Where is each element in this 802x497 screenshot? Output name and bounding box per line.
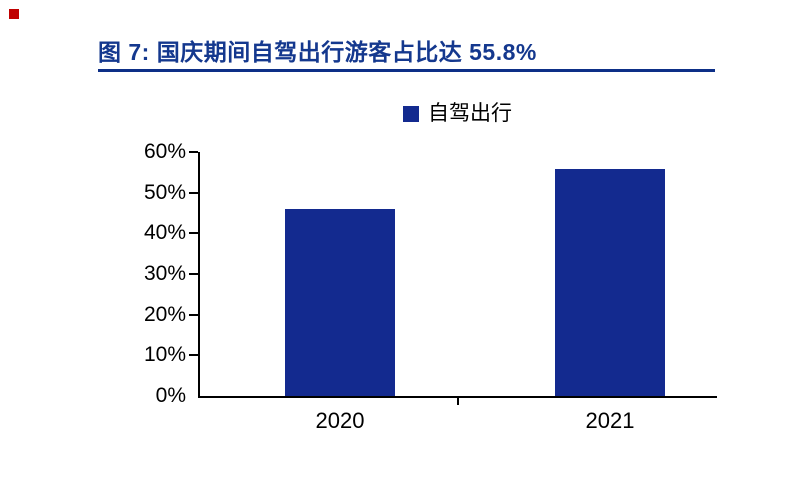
y-axis-tick bbox=[189, 232, 198, 235]
y-axis-tick bbox=[189, 354, 198, 357]
title-underline bbox=[98, 69, 715, 72]
y-axis-tick bbox=[189, 191, 198, 194]
y-axis-tick bbox=[189, 313, 198, 316]
legend-swatch-icon bbox=[403, 105, 419, 122]
plot-area: 0% 10% 20% 30% 40% 50% 60% 2020 2021 bbox=[144, 140, 717, 433]
bar-2021 bbox=[555, 169, 665, 396]
bar-2020 bbox=[285, 209, 395, 396]
y-axis-tick-label: 20% bbox=[143, 302, 186, 326]
figure-title: 图 7: 国庆期间自驾出行游客占比达 55.8% bbox=[98, 39, 537, 65]
y-axis-tick-label: 0% bbox=[155, 384, 186, 407]
legend-label: 自驾出行 bbox=[428, 102, 512, 125]
y-axis-tick-label: 60% bbox=[143, 140, 186, 163]
x-axis-label: 2021 bbox=[585, 408, 635, 433]
section-bullet-icon bbox=[9, 9, 19, 19]
y-axis-tick bbox=[189, 273, 198, 275]
x-axis-label: 2020 bbox=[315, 408, 365, 433]
x-axis-mid-tick bbox=[457, 398, 459, 405]
y-axis-tick-label: 40% bbox=[143, 221, 186, 245]
chart-legend: 自驾出行 bbox=[403, 103, 512, 124]
y-axis-tick-label: 10% bbox=[143, 343, 186, 367]
y-axis-tick-label: 50% bbox=[143, 180, 186, 204]
y-axis-tick bbox=[189, 151, 198, 153]
y-axis-tick-label: 30% bbox=[143, 262, 186, 285]
